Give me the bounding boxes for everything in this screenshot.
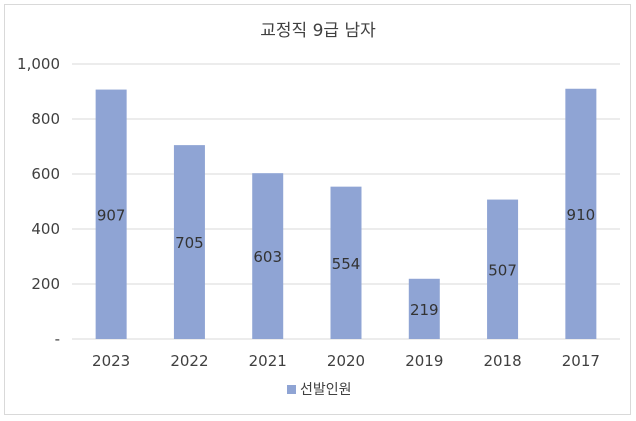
y-tick-label: 200 bbox=[31, 275, 60, 293]
bar bbox=[487, 199, 519, 339]
x-tick-label: 2022 bbox=[170, 352, 208, 370]
legend-swatch bbox=[287, 385, 296, 394]
data-label: 554 bbox=[332, 255, 361, 273]
gridlines bbox=[72, 63, 620, 340]
data-label: 910 bbox=[567, 206, 596, 224]
x-tick-label: 2021 bbox=[249, 352, 287, 370]
x-tick-label: 2017 bbox=[562, 352, 600, 370]
data-label: 507 bbox=[488, 261, 517, 279]
data-label: 219 bbox=[410, 301, 439, 319]
bar bbox=[330, 186, 362, 339]
bar bbox=[565, 88, 597, 339]
y-tick-label: 600 bbox=[31, 165, 60, 183]
y-tick-label: - bbox=[55, 330, 60, 348]
y-tick-label: 400 bbox=[31, 220, 60, 238]
x-axis: 2023 2022 2021 2020 2019 2018 2017 bbox=[92, 352, 600, 370]
bar-series: 907 705 603 554 219 507 910 bbox=[95, 88, 597, 339]
bar bbox=[173, 145, 205, 339]
y-tick-label: 800 bbox=[31, 110, 60, 128]
y-axis: - 200 400 600 800 1,000 bbox=[17, 55, 60, 348]
y-tick-label: 1,000 bbox=[17, 55, 60, 73]
x-tick-label: 2023 bbox=[92, 352, 130, 370]
legend: 선발인원 bbox=[287, 382, 352, 398]
bar bbox=[408, 278, 440, 339]
data-label: 603 bbox=[253, 248, 282, 266]
data-label: 705 bbox=[175, 234, 204, 252]
x-tick-label: 2019 bbox=[405, 352, 443, 370]
x-tick-label: 2018 bbox=[483, 352, 521, 370]
chart-title: 교정직 9급 남자 bbox=[260, 21, 376, 41]
legend-label: 선발인원 bbox=[300, 382, 352, 398]
x-tick-label: 2020 bbox=[327, 352, 365, 370]
data-label: 907 bbox=[97, 206, 126, 224]
bar bbox=[95, 89, 127, 339]
bar bbox=[252, 173, 284, 339]
